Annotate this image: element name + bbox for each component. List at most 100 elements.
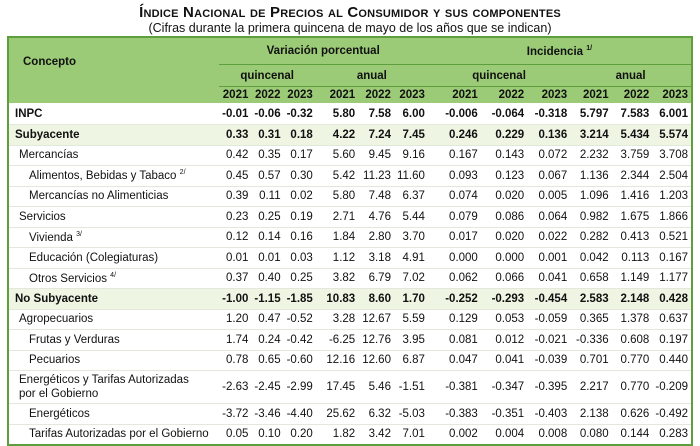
cell-value: 5.797 [570,103,612,125]
cell-value: 3.708 [652,145,692,166]
cell-value: -0.06 [251,103,284,125]
cell-value: 0.37 [218,268,252,289]
header-year: 2023 [527,86,571,103]
header-year: 2021 [218,86,252,103]
cell-value: 7.48 [358,186,394,207]
cell-value: 2.344 [611,165,653,187]
cell-value: 8.60 [358,288,394,310]
cell-value: 0.113 [611,247,653,269]
cell-value: -0.209 [652,370,692,404]
header-year: 2022 [611,86,653,103]
cell-value: 0.24 [251,329,284,351]
cell-value: 12.76 [358,329,394,351]
cell-value: 11.23 [358,165,394,187]
table-row: Tarifas Autorizadas por el Gobierno 0.05 0… [8,424,692,446]
cell-value: 3.82 [315,268,359,289]
cell-value: -0.454 [527,288,571,310]
cell-value: 0.02 [283,186,316,207]
header-incidencia: Incidencia 1/ [427,37,692,65]
cell-value: 0.11 [251,186,284,207]
cell-value: 0.000 [480,247,528,269]
row-label: Mercancías [8,145,219,166]
table-row: Energéticos -3.72 -3.46 -4.40 25.62 6.32 -5.03… [8,403,692,425]
cell-value: 0.31 [251,124,284,146]
cell-value: 0.01 [218,247,252,269]
cell-value: 0.042 [570,247,612,269]
cell-value: 0.080 [570,424,612,446]
cell-value: 0.144 [611,424,653,446]
cell-value: 0.004 [480,424,528,446]
cell-value: -0.32 [283,103,316,125]
cell-value: -0.347 [480,370,528,404]
cell-value: 6.001 [652,103,692,125]
cell-value: 5.574 [652,124,692,146]
header-year: 2022 [251,86,284,103]
cell-value: 0.23 [218,206,252,228]
cell-value: 4.76 [358,206,394,228]
table-row: Energéticos y Tarifas Autorizadas por el … [8,370,692,404]
cell-value: 11.60 [393,165,428,187]
cell-value: 0.067 [527,165,571,187]
cell-value: -0.006 [427,103,481,125]
cell-value: -3.72 [218,403,252,425]
cell-value: -0.52 [283,309,316,330]
cell-value: 17.45 [315,370,359,404]
header-inc-anual: anual [570,64,692,87]
row-label: Energéticos y Tarifas Autorizadas por el … [8,370,219,404]
cell-value: -2.63 [218,370,252,404]
cell-value: 0.35 [251,145,284,166]
cell-value: 0.246 [427,124,481,146]
cell-value: -0.336 [570,329,612,351]
row-label: Vivienda 3/ [8,227,219,248]
cell-value: 0.770 [611,370,653,404]
cell-value: 0.008 [527,424,571,446]
cell-value: 0.25 [283,268,316,289]
cell-value: 1.74 [218,329,252,351]
row-label: Subyacente [8,124,219,146]
table-row: INPC -0.01 -0.06 -0.32 5.80 7.58 6.00 -0.006 -0.… [8,103,692,125]
row-label: Energéticos [8,403,219,425]
cell-value: 2.138 [570,403,612,425]
cell-value: 0.167 [652,247,692,269]
cell-value: 7.24 [358,124,394,146]
cell-value: 9.16 [393,145,428,166]
cell-value: 0.25 [251,206,284,228]
cell-value: 0.14 [251,227,284,248]
table-subtitle: (Cifras durante la primera quincena de m… [148,21,552,35]
row-label: Otros Servicios 4/ [8,268,219,289]
cell-value: -0.403 [527,403,571,425]
cell-value: 0.608 [611,329,653,351]
cell-value: 4.91 [393,247,428,269]
cell-value: -1.15 [251,288,284,310]
cell-value: 0.40 [251,268,284,289]
cell-value: 0.012 [480,329,528,351]
cell-value: 0.637 [652,309,692,330]
cell-value: 1.70 [393,288,428,310]
cell-value: 7.01 [393,424,428,446]
header-var-anual: anual [315,64,428,87]
cell-value: -2.99 [283,370,316,404]
cell-value: 0.086 [480,206,528,228]
cell-value: 5.46 [358,370,394,404]
cell-value: 2.583 [570,288,612,310]
cell-value: 0.041 [480,350,528,371]
cell-value: -0.492 [652,403,692,425]
cell-value: 0.18 [283,124,316,146]
cell-value: 3.70 [393,227,428,248]
cell-value: 0.017 [427,227,481,248]
cell-value: 9.45 [358,145,394,166]
cell-value: 1.416 [611,186,653,207]
cell-value: 5.59 [393,309,428,330]
cell-value: 0.020 [480,227,528,248]
cell-value: 5.44 [393,206,428,228]
cell-value: 0.20 [283,424,316,446]
cell-value: 0.521 [652,227,692,248]
cell-value: 7.58 [358,103,394,125]
row-label: Frutas y Verduras [8,329,219,351]
cell-value: 1.20 [218,309,252,330]
cell-value: 0.064 [527,206,571,228]
cell-value: 0.053 [480,309,528,330]
row-label: Mercancías no Alimenticias [8,186,219,207]
cell-value: 7.02 [393,268,428,289]
header-var-quincenal: quincenal [218,64,316,87]
